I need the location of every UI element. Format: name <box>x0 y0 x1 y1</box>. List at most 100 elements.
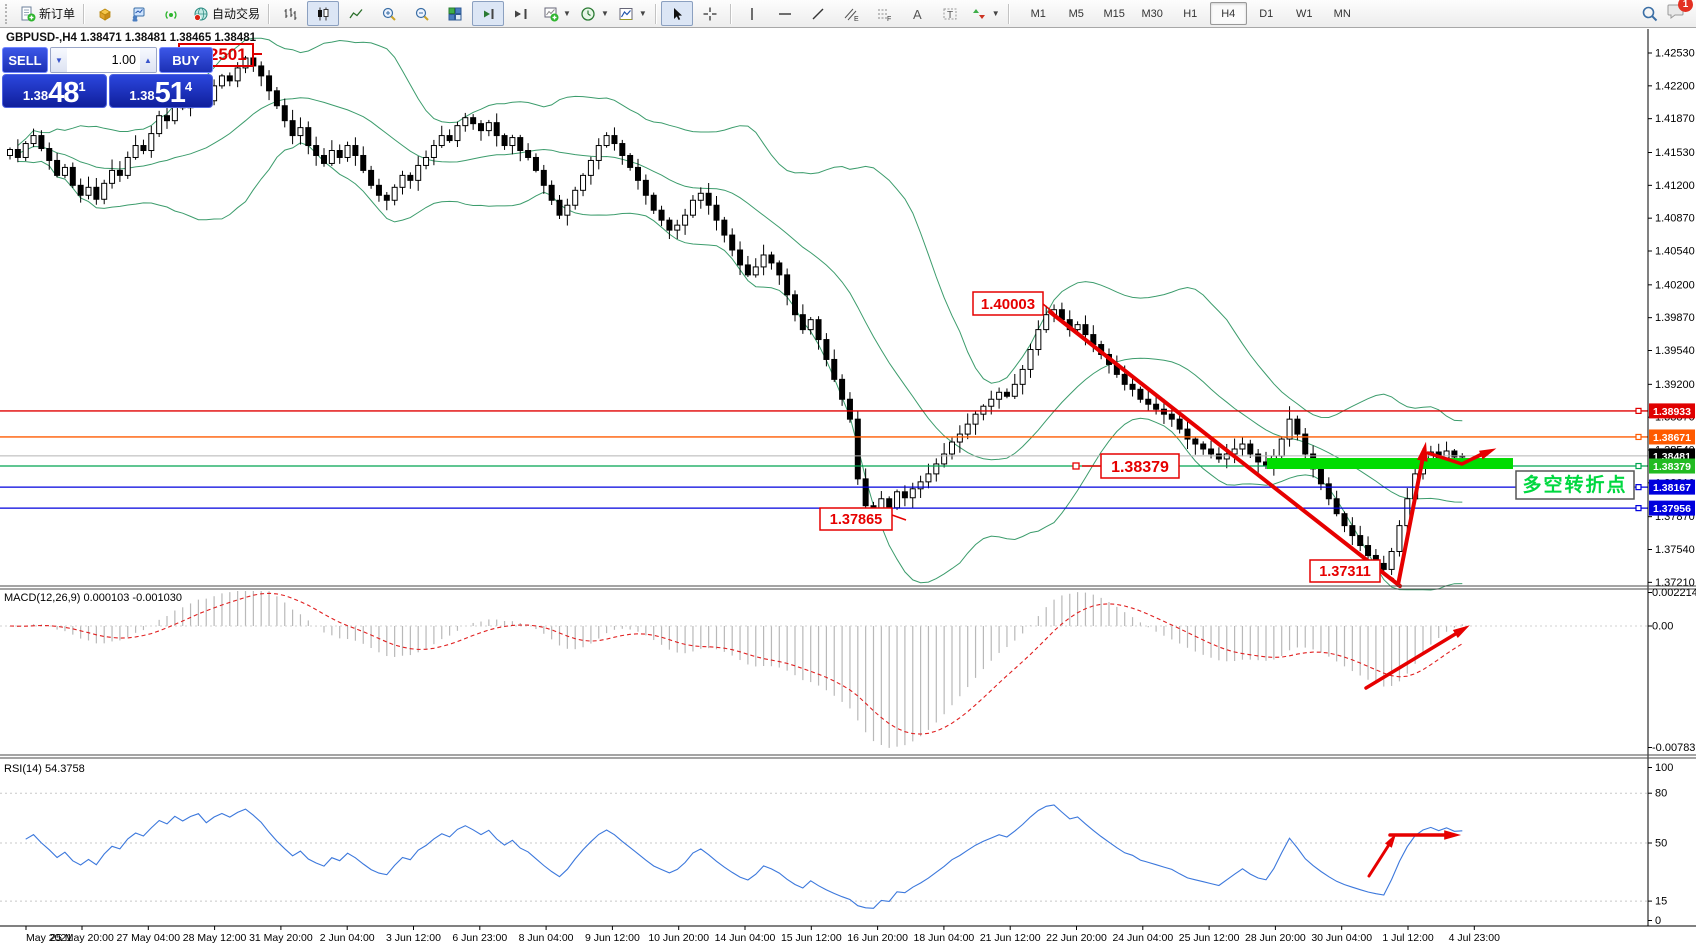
svg-text:1.40870: 1.40870 <box>1655 213 1695 225</box>
symbol-info: GBPUSD-,H4 1.38471 1.38481 1.38465 1.384… <box>6 32 256 44</box>
svg-text:22 Jun 20:00: 22 Jun 20:00 <box>1046 932 1107 944</box>
svg-text:4 Jul 23:00: 4 Jul 23:00 <box>1449 932 1501 944</box>
cursor-icon <box>668 6 685 22</box>
ask-price-display[interactable]: 1.38 51 4 <box>108 74 213 108</box>
line-chart-button[interactable] <box>340 1 372 26</box>
svg-text:RSI(14) 54.3758: RSI(14) 54.3758 <box>4 763 85 775</box>
svg-text:1.41530: 1.41530 <box>1655 147 1695 159</box>
zoom-in-icon <box>381 6 398 22</box>
bid-price-display[interactable]: 1.38 48 1 <box>2 74 107 108</box>
cube-icon <box>97 6 114 22</box>
timeframe-button-H1[interactable]: H1 <box>1183 7 1198 20</box>
svg-text:21 Jun 12:00: 21 Jun 12:00 <box>980 932 1041 944</box>
chart-area[interactable]: 1.40003 1.37865 1.37311 1.38379 多空转折点 1.42530… <box>0 29 1696 947</box>
svg-text:1.38379: 1.38379 <box>1653 461 1691 473</box>
cube-button[interactable] <box>89 1 121 26</box>
indicator-frame-icon <box>618 6 635 22</box>
zoom-out-button[interactable] <box>406 1 438 26</box>
timeframe-button-M15[interactable]: M15 <box>1103 7 1125 20</box>
zoom-out-icon <box>414 6 431 22</box>
channel-icon: E <box>842 6 859 22</box>
svg-text:1.37311: 1.37311 <box>1319 564 1371 580</box>
sell-button[interactable]: SELL <box>2 47 48 73</box>
svg-text:1.37865: 1.37865 <box>830 512 882 528</box>
svg-text:1.42200: 1.42200 <box>1655 80 1695 92</box>
one-click-trade-panel: SELL ▼ ▲ BUY 1.38 48 1 1.38 51 4 <box>2 47 213 109</box>
bid-main: 48 <box>48 77 79 109</box>
svg-text:28 Jun 20:00: 28 Jun 20:00 <box>1245 932 1306 944</box>
svg-text:80: 80 <box>1655 788 1667 800</box>
svg-text:1.37956: 1.37956 <box>1653 503 1691 515</box>
volume-increase-button[interactable]: ▲ <box>140 48 156 72</box>
svg-text:31 May 20:00: 31 May 20:00 <box>249 932 313 944</box>
timeframe-button-M5[interactable]: M5 <box>1068 7 1084 20</box>
crosshair-button[interactable] <box>694 1 726 26</box>
svg-text:F: F <box>887 16 891 22</box>
period-button[interactable]: ▼ <box>576 1 613 26</box>
timeframe-button-H4[interactable]: H4 <box>1209 2 1247 25</box>
tile-windows-button[interactable] <box>439 1 471 26</box>
svg-text:50: 50 <box>1655 838 1667 850</box>
search-icon[interactable] <box>1641 6 1658 22</box>
candlestick-button[interactable] <box>307 1 340 26</box>
indicators-button[interactable]: ▼ <box>614 1 651 26</box>
channel-button[interactable]: E <box>835 1 867 26</box>
autotrading-button[interactable]: 自动交易 <box>188 1 264 26</box>
buy-button[interactable]: BUY <box>159 47 213 73</box>
auto-scroll-button[interactable] <box>472 1 505 26</box>
tester-icon <box>130 6 147 22</box>
signal-button[interactable] <box>155 1 187 26</box>
chart-shift-button[interactable] <box>505 1 537 26</box>
tester-button[interactable] <box>122 1 154 26</box>
svg-text:1.41870: 1.41870 <box>1655 113 1695 125</box>
fibonacci-button[interactable]: F <box>868 1 900 26</box>
chart-shift-icon <box>513 6 530 22</box>
vertical-line-button[interactable] <box>736 1 768 26</box>
svg-text:1.38671: 1.38671 <box>1653 432 1691 444</box>
line-chart-icon <box>348 6 365 22</box>
svg-text:E: E <box>854 16 859 22</box>
svg-text:1.42530: 1.42530 <box>1655 48 1695 60</box>
trendline-button[interactable] <box>802 1 834 26</box>
volume-input[interactable] <box>67 48 140 72</box>
notifications-button[interactable]: 1 <box>1666 0 1693 25</box>
timeframe-button-M1[interactable]: M1 <box>1030 7 1046 20</box>
autotrading-globe-icon <box>192 6 209 22</box>
zoom-in-button[interactable] <box>373 1 405 26</box>
svg-text:0: 0 <box>1655 915 1661 927</box>
svg-text:1.39870: 1.39870 <box>1655 312 1695 324</box>
new-order-button[interactable]: 新订单 <box>15 1 79 26</box>
timeframe-button-MN[interactable]: MN <box>1333 7 1351 20</box>
bar-chart-button[interactable] <box>274 1 306 26</box>
svg-text:-0.007831: -0.007831 <box>1652 742 1696 754</box>
svg-text:A: A <box>913 7 922 22</box>
note-box[interactable] <box>1515 470 1635 500</box>
new-chart-button[interactable]: ▼ <box>538 1 575 26</box>
horizontal-line-icon <box>776 6 793 22</box>
new-chart-icon <box>542 6 559 22</box>
separator <box>268 3 271 24</box>
separator <box>83 3 86 24</box>
text-label-icon: T <box>941 6 958 22</box>
svg-text:1.38167: 1.38167 <box>1653 482 1691 494</box>
text-label-button[interactable]: T <box>934 1 966 26</box>
period-clock-icon <box>580 6 597 22</box>
support-zone-bar[interactable] <box>1267 458 1513 470</box>
svg-text:25 Jun 12:00: 25 Jun 12:00 <box>1179 932 1240 944</box>
crosshair-icon <box>701 6 718 22</box>
timeframe-button-D1[interactable]: D1 <box>1259 7 1274 20</box>
svg-text:27 May 04:00: 27 May 04:00 <box>116 932 180 944</box>
volume-control: ▼ ▲ <box>50 47 157 73</box>
volume-decrease-button[interactable]: ▼ <box>51 48 67 72</box>
svg-text:15: 15 <box>1655 896 1667 908</box>
timeframe-button-W1[interactable]: W1 <box>1295 7 1313 20</box>
cursor-button[interactable] <box>660 1 693 26</box>
svg-text:多空转折点: 多空转折点 <box>1522 473 1627 496</box>
arrows-button[interactable]: ▼ <box>967 1 1004 26</box>
dropdown-caret-icon: ▼ <box>563 9 571 18</box>
svg-text:1.37540: 1.37540 <box>1655 544 1695 556</box>
svg-text:0.00: 0.00 <box>1652 621 1673 633</box>
text-button[interactable]: A <box>901 1 933 26</box>
timeframe-button-M30[interactable]: M30 <box>1141 7 1163 20</box>
horizontal-line-button[interactable] <box>769 1 801 26</box>
